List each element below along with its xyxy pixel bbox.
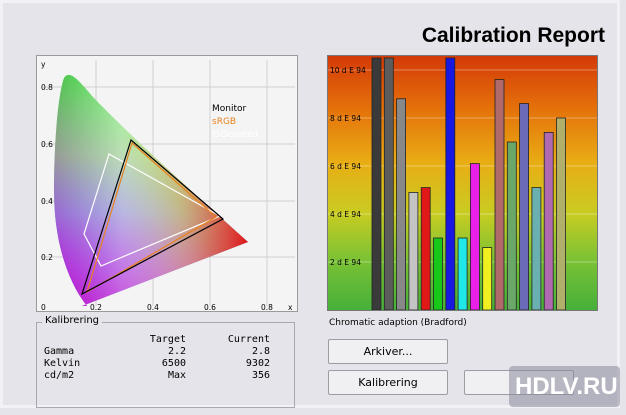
- delta-e-bar: [556, 117, 566, 310]
- table-row: cd/m2 Max 356: [44, 369, 270, 381]
- cie-y-axis-label: y: [41, 60, 46, 69]
- row-current: 9302: [245, 357, 270, 369]
- kalibrering-group-title: Kalibrering: [42, 315, 103, 326]
- row-target: 2.2: [167, 345, 186, 357]
- cie-x-axis-label: x: [288, 303, 293, 312]
- delta-e-chart: 10 d E 94 8 d E 94 6 d E 94 4 d E 94 2 d E 9…: [327, 55, 598, 311]
- header-current: Current: [227, 333, 270, 345]
- header-target: Target: [149, 333, 186, 345]
- legend-srgb: sRGB: [212, 117, 236, 127]
- archive-button[interactable]: Arkiver...: [328, 339, 448, 364]
- delta-e-bar: [371, 57, 382, 310]
- table-row: Kelvin 6500 9302: [44, 357, 270, 369]
- table-row: Gamma 2.2 2.8: [44, 345, 270, 357]
- row-label: Kelvin: [44, 357, 81, 369]
- delta-e-bar: [396, 98, 406, 310]
- cie-y-tick: 0.2: [41, 253, 53, 262]
- srgb-gamut: [85, 141, 218, 294]
- delta-e-bar: [383, 57, 394, 310]
- cie-x-tick: 0.4: [147, 303, 159, 312]
- delta-e-bar: [420, 187, 431, 310]
- calibrate-button[interactable]: Kalibrering: [328, 370, 448, 395]
- delta-e-bar: [543, 132, 554, 310]
- cie-x-tick: 0.8: [261, 303, 273, 312]
- delta-e-bar: [457, 237, 468, 310]
- cie-y-tick: 0.8: [41, 83, 53, 92]
- delta-e-bar: [506, 141, 517, 310]
- row-label: cd/m2: [44, 369, 75, 381]
- cie-x-tick: 0.6: [204, 303, 216, 312]
- delta-e-bars: 10 d E 94 8 d E 94 6 d E 94 4 d E 94 2 d E 9…: [328, 57, 597, 310]
- isocoated-gamut: [83, 153, 222, 267]
- cie-x-tick: 0.2: [90, 303, 102, 312]
- delta-e-bar: [531, 187, 542, 310]
- cie-y-tick: 0.4: [41, 197, 53, 206]
- cie-y-tick: 0: [41, 303, 46, 312]
- calibration-table: Target Current Gamma 2.2 2.8 Kelvin 6500…: [44, 333, 270, 381]
- header-cell: [44, 333, 106, 345]
- table-header-row: Target Current: [44, 333, 270, 345]
- delta-e-bar: [494, 79, 505, 310]
- chart-y-tick-label: 6 d E 94: [330, 162, 361, 171]
- chromatic-adaption-label: Chromatic adaption (Bradford): [329, 318, 467, 328]
- window-frame: [0, 0, 620, 408]
- cie-y-tick: 0.6: [41, 140, 53, 149]
- cie-diagram: y x 0.8 0.6 0.4 0.2 0 0.2 0.4 0.6 0.8 Mo…: [36, 55, 298, 312]
- delta-e-bar: [519, 103, 530, 310]
- chart-y-tick-label: 8 d E 94: [330, 114, 361, 123]
- delta-e-bar: [433, 237, 443, 310]
- delta-e-bar: [469, 163, 480, 310]
- chart-y-tick-label: 4 d E 94: [330, 210, 361, 219]
- legend-monitor: Monitor: [212, 104, 247, 114]
- row-label: Gamma: [44, 345, 75, 357]
- legend-isocoated: ISOcoated: [212, 130, 258, 140]
- row-current: 356: [251, 369, 270, 381]
- chart-y-tick-label: 2 d E 94: [330, 258, 361, 267]
- row-target: Max: [167, 369, 186, 381]
- report-title: Calibration Report: [421, 24, 605, 47]
- delta-e-bar: [445, 57, 456, 310]
- monitor-gamut: [80, 138, 225, 296]
- kalibrering-group: [36, 322, 295, 408]
- delta-e-bar: [482, 247, 493, 310]
- chart-y-tick-label: 10 d E 94: [330, 66, 366, 75]
- delta-e-bar: [408, 191, 419, 310]
- hdlv-logo: HDLV.RU: [507, 364, 622, 409]
- row-current: 2.8: [251, 345, 270, 357]
- row-target: 6500: [161, 357, 186, 369]
- logo-text: HDLV.RU: [515, 373, 618, 400]
